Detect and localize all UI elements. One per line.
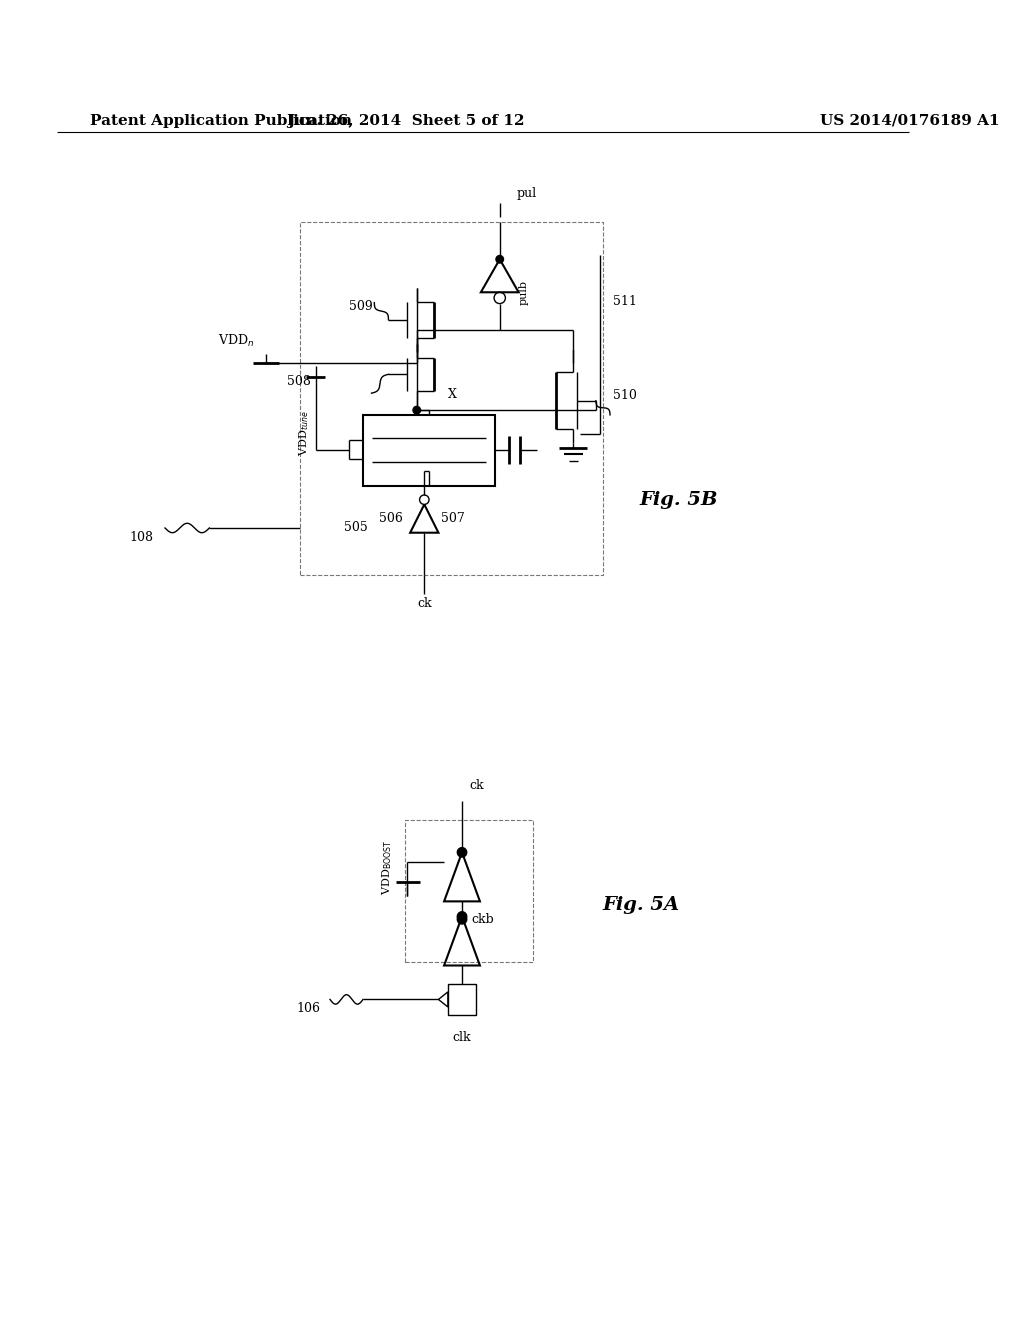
Circle shape [496, 256, 504, 263]
Text: 106: 106 [297, 1002, 321, 1015]
Text: clk: clk [453, 1031, 471, 1044]
Text: 509: 509 [349, 300, 373, 313]
Circle shape [458, 847, 467, 857]
Text: Fig. 5A: Fig. 5A [602, 896, 680, 915]
Bar [447, 985, 476, 1015]
Text: Patent Application Publication: Patent Application Publication [89, 114, 351, 128]
Text: Fig. 5B: Fig. 5B [640, 491, 718, 508]
Text: 511: 511 [613, 296, 637, 308]
Text: VDD$_n$: VDD$_n$ [218, 333, 255, 348]
Text: US 2014/0176189 A1: US 2014/0176189 A1 [820, 114, 999, 128]
Text: ck: ck [470, 779, 484, 792]
Text: 108: 108 [130, 531, 154, 544]
Circle shape [413, 407, 421, 414]
Text: 510: 510 [613, 389, 637, 403]
Text: ck: ck [417, 597, 431, 610]
Circle shape [458, 912, 467, 921]
Bar [364, 414, 495, 486]
Text: X: X [447, 388, 457, 400]
Text: VDD$_{tune}$: VDD$_{tune}$ [297, 411, 311, 457]
Bar [300, 222, 603, 576]
Text: Jun. 26, 2014  Sheet 5 of 12: Jun. 26, 2014 Sheet 5 of 12 [287, 114, 524, 128]
Text: 506: 506 [379, 512, 403, 525]
Text: 507: 507 [440, 512, 465, 525]
Text: ckb: ckb [471, 913, 495, 925]
Circle shape [458, 915, 467, 924]
Text: pulb: pulb [518, 280, 528, 305]
Text: pul: pul [517, 186, 537, 199]
Bar [406, 820, 532, 962]
Text: VDD$_{\rm BOOST}$: VDD$_{\rm BOOST}$ [380, 840, 394, 895]
Text: 508: 508 [288, 375, 311, 388]
Text: 505: 505 [344, 521, 368, 535]
